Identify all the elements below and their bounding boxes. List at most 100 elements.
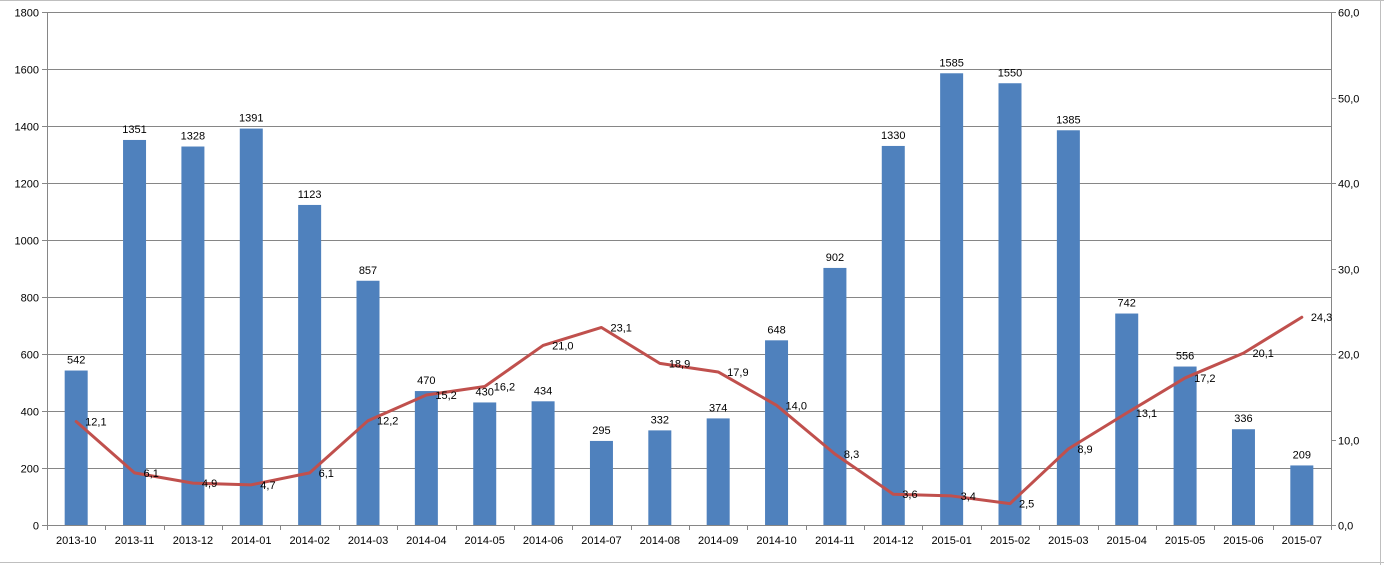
y-left-tick-label: 800	[21, 293, 39, 305]
x-tick-label: 2013-11	[115, 535, 155, 547]
x-tick-label: 2014-01	[231, 535, 271, 547]
y-right-tick-label: 50,0	[1338, 94, 1359, 106]
bar-data-label: 857	[359, 265, 377, 277]
y-right-tick-label: 0,0	[1338, 521, 1353, 533]
bar-data-label: 1330	[881, 130, 905, 142]
line-data-label: 6,1	[319, 468, 334, 480]
bar-data-label: 332	[651, 414, 669, 426]
x-tick-label: 2014-08	[640, 535, 680, 547]
x-tick-label: 2014-03	[348, 535, 388, 547]
bar	[706, 418, 730, 525]
y-right-tick-label: 60,0	[1338, 8, 1359, 20]
y-left-tick-label: 600	[21, 350, 39, 362]
x-tick-label: 2015-04	[1107, 535, 1147, 547]
x-tick-label: 2014-09	[698, 535, 738, 547]
y-left-tick-label: 1800	[15, 8, 39, 20]
bar	[531, 401, 555, 525]
line-data-label: 12,1	[85, 417, 106, 429]
x-tick-label: 2013-12	[173, 535, 213, 547]
bar	[823, 267, 847, 525]
x-tick-label: 2014-12	[873, 535, 913, 547]
bar	[414, 391, 438, 525]
bar-data-label: 434	[534, 385, 552, 397]
bar	[473, 402, 497, 525]
y-right-tick-label: 30,0	[1338, 265, 1359, 277]
x-tick-label: 2014-11	[815, 535, 855, 547]
x-tick-label: 2015-06	[1223, 535, 1263, 547]
y-left-tick-label: 1200	[15, 179, 39, 191]
y-right-tick-label: 20,0	[1338, 350, 1359, 362]
bar	[181, 146, 205, 525]
line-data-label: 24,3	[1311, 312, 1332, 324]
line-data-label: 15,2	[435, 390, 456, 402]
y-left-tick-label: 400	[21, 407, 39, 419]
x-tick-label: 2015-02	[990, 535, 1030, 547]
line-data-label: 14,0	[786, 400, 807, 412]
bar-data-label: 1585	[939, 57, 963, 69]
line-data-label: 13,1	[1136, 408, 1157, 420]
bar-data-label: 374	[709, 402, 727, 414]
bar	[298, 204, 322, 525]
line-data-label: 8,9	[1077, 444, 1092, 456]
bar	[940, 73, 964, 526]
line-data-label: 17,9	[727, 367, 748, 379]
line-data-label: 4,9	[202, 478, 217, 490]
y-left-tick-label: 1400	[15, 122, 39, 134]
bar	[1056, 130, 1080, 525]
x-tick-label: 2014-07	[581, 535, 621, 547]
bar	[1290, 465, 1314, 525]
x-tick-label: 2014-06	[523, 535, 563, 547]
y-left-tick-label: 1600	[15, 65, 39, 77]
bar-data-label: 1391	[239, 113, 263, 125]
line-data-label: 12,2	[377, 416, 398, 428]
bar-data-label: 648	[767, 324, 785, 336]
bar-data-label: 542	[67, 355, 85, 367]
x-tick-label: 2015-01	[931, 535, 971, 547]
bar	[765, 340, 789, 525]
x-tick-label: 2015-03	[1048, 535, 1088, 547]
bar-data-label: 336	[1234, 413, 1252, 425]
line-data-label: 18,9	[669, 358, 690, 370]
bar	[356, 280, 380, 525]
line-data-label: 2,5	[1019, 499, 1034, 511]
line-data-label: 16,2	[494, 381, 515, 393]
line-data-label: 23,1	[610, 322, 631, 334]
bar-data-label: 1123	[298, 189, 322, 201]
bar	[881, 145, 905, 525]
line-series	[74, 315, 1304, 506]
line-data-label: 21,0	[552, 340, 573, 352]
x-tick-label: 2014-05	[465, 535, 505, 547]
bar	[998, 83, 1022, 525]
bar-data-label: 1385	[1056, 114, 1080, 126]
bar	[1173, 366, 1197, 525]
bar	[64, 370, 88, 525]
x-tick-label: 2015-05	[1165, 535, 1205, 547]
x-tick-label: 2014-10	[756, 535, 796, 547]
line-data-label: 8,3	[844, 449, 859, 461]
bar	[1231, 429, 1255, 525]
bar-data-label: 742	[1118, 298, 1136, 310]
x-tick-label: 2015-07	[1282, 535, 1322, 547]
bar-data-label: 1351	[122, 124, 146, 136]
bar-data-label: 430	[476, 386, 494, 398]
line-data-label: 6,1	[144, 468, 159, 480]
y-right-tick-label: 10,0	[1338, 436, 1359, 448]
bar	[123, 139, 147, 525]
bar	[1115, 313, 1139, 525]
line-data-label: 17,2	[1194, 373, 1215, 385]
bar	[589, 440, 613, 525]
bar-data-label: 556	[1176, 351, 1194, 363]
y-left-tick-label: 0	[33, 521, 39, 533]
bar-data-label: 1328	[181, 131, 205, 143]
line-data-label: 3,6	[902, 489, 917, 501]
y-left-tick-label: 1000	[15, 236, 39, 248]
y-right-tick-label: 40,0	[1338, 179, 1359, 191]
bar-data-label: 1550	[998, 67, 1022, 79]
y-left-tick-label: 200	[21, 464, 39, 476]
bar-data-label: 902	[826, 252, 844, 264]
line-data-label: 3,4	[961, 491, 976, 503]
bar	[648, 430, 672, 525]
x-tick-label: 2013-10	[56, 535, 96, 547]
